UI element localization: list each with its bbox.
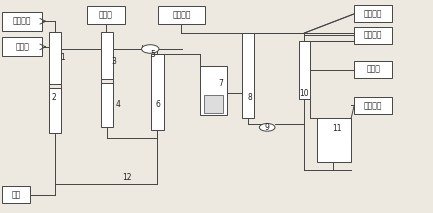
Text: 脱氮剂: 脱氮剂 [15, 42, 29, 51]
Text: 11: 11 [333, 124, 342, 133]
Circle shape [259, 124, 275, 131]
Bar [2, 12, 42, 31]
Text: 中压蒸汽: 中压蒸汽 [172, 11, 191, 20]
Text: 6: 6 [155, 100, 160, 109]
Bar [101, 83, 113, 127]
Bar [158, 6, 205, 24]
Text: 10: 10 [300, 89, 309, 98]
Bar [354, 27, 392, 44]
Bar [242, 33, 254, 118]
Bar [204, 95, 223, 113]
Bar [354, 97, 392, 114]
Circle shape [142, 45, 159, 53]
Bar [49, 88, 61, 133]
Text: 1: 1 [60, 53, 65, 62]
Bar [299, 41, 310, 99]
Text: 氨水: 氨水 [12, 190, 21, 199]
Text: 真空系统: 真空系统 [364, 9, 382, 18]
Bar [87, 6, 125, 24]
Bar [200, 66, 227, 115]
Text: 8: 8 [248, 94, 252, 102]
Text: 3: 3 [112, 57, 116, 66]
Bar [354, 61, 392, 78]
Text: 蜡油储罐: 蜡油储罐 [364, 31, 382, 40]
Text: 9: 9 [265, 123, 270, 132]
Bar [2, 37, 42, 56]
Bar [101, 32, 113, 79]
Bar [2, 186, 30, 203]
Bar [49, 32, 61, 84]
Text: 4: 4 [116, 100, 121, 109]
Text: 5: 5 [150, 50, 155, 59]
Text: 7: 7 [219, 79, 223, 88]
Text: 催化蜡油: 催化蜡油 [13, 17, 31, 26]
Text: 重油罐: 重油罐 [366, 65, 380, 74]
Bar [317, 118, 351, 162]
Text: 铵盐储仓: 铵盐储仓 [364, 101, 382, 110]
Bar [354, 5, 392, 22]
Text: 2: 2 [51, 94, 56, 102]
Bar [151, 54, 164, 130]
Text: 12: 12 [123, 173, 132, 182]
Text: 稀氨水: 稀氨水 [99, 11, 113, 20]
